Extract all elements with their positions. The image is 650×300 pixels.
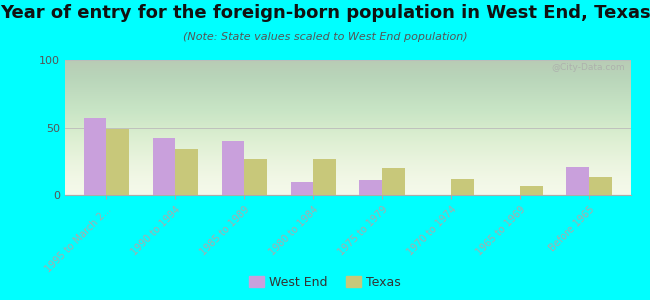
Bar [291,182,313,195]
Bar [244,158,267,195]
Text: (Note: State values scaled to West End population): (Note: State values scaled to West End p… [183,32,467,41]
Bar [589,177,612,195]
Bar [107,129,129,195]
Legend: West End, Texas: West End, Texas [244,271,406,294]
Bar [451,179,474,195]
Bar [176,149,198,195]
Bar [359,180,382,195]
Text: Year of entry for the foreign-born population in West End, Texas: Year of entry for the foreign-born popul… [0,4,650,22]
Bar [566,167,589,195]
Bar [520,185,543,195]
Bar [313,158,336,195]
Bar [84,118,107,195]
Bar [153,138,176,195]
Bar [382,168,405,195]
Bar [222,141,244,195]
Text: @City-Data.com: @City-Data.com [551,63,625,72]
